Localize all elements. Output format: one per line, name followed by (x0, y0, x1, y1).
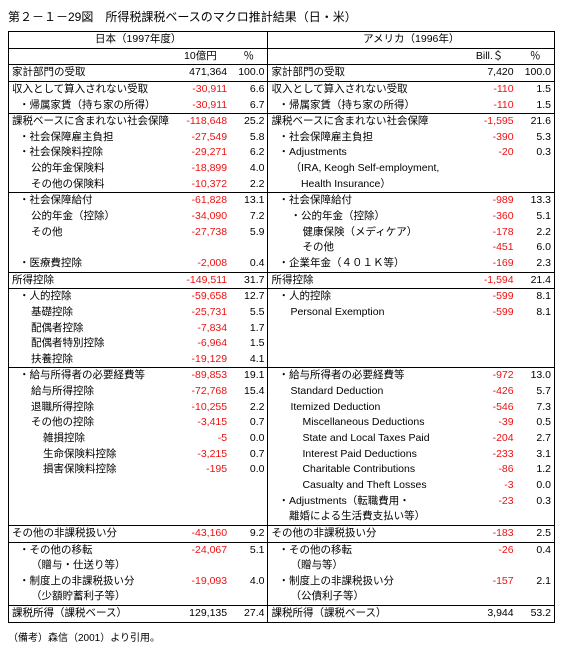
row-label: 公的年金保険料 (9, 161, 171, 177)
figure-title: 第２－１－29図 所得税課税ベースのマクロ推計結果（日・米） (8, 8, 555, 25)
row-label: その他の控除 (9, 415, 171, 431)
row-label: 配偶者特別控除 (9, 336, 171, 352)
row-label: ・帰属家賃（持ち家の所得） (9, 98, 171, 114)
unit-us-amt: Bill.＄ (463, 48, 517, 65)
row-label: 基礎控除 (9, 305, 171, 321)
hdr-jp: 日本（1997年度） (9, 32, 268, 49)
row-label: ・社会保険料控除 (9, 145, 171, 161)
row-label: その他 (9, 225, 171, 241)
row-label: （贈与・仕送り等） (9, 558, 171, 574)
row-label: その他の保険料 (9, 177, 171, 193)
row-label: ・給与所得者の必要経費等 (9, 368, 171, 384)
row-label: ・人的控除 (9, 289, 171, 305)
row-label: 家計部門の受取 (9, 65, 171, 82)
row-label: 損害保険料控除 (9, 462, 171, 478)
comparison-table: 日本（1997年度） アメリカ（1996年） 10億円 ％ Bill.＄ ％ 家… (8, 31, 555, 623)
footnote: （備考）森信（2001）より引用。 (8, 629, 555, 644)
row-label: ・その他の移転 (9, 542, 171, 558)
row-label: 給与所得控除 (9, 384, 171, 400)
row-label: 公的年金（控除） (9, 209, 171, 225)
row-label: その他の非課税扱い分 (9, 525, 171, 542)
row-label: 扶養控除 (9, 352, 171, 368)
row-label: 生命保険料控除 (9, 447, 171, 463)
row-label: 課税所得（課税ベース） (9, 606, 171, 623)
row-label: （少額貯蓄利子等） (9, 589, 171, 605)
row-label: 退職所得控除 (9, 400, 171, 416)
hdr-us: アメリカ（1996年） (268, 32, 555, 49)
row-label: 雑損控除 (9, 431, 171, 447)
unit-jp-pct: ％ (230, 48, 268, 65)
unit-us-pct: ％ (517, 48, 555, 65)
row-label: ・社会保障雇主負担 (9, 130, 171, 146)
row-label: 所得控除 (9, 272, 171, 289)
row-label: 課税ベースに含まれない社会保障 (9, 114, 171, 130)
row-label: 配偶者控除 (9, 321, 171, 337)
row-label: 収入として算入されない受取 (9, 81, 171, 97)
row-label: ・社会保障給付 (9, 193, 171, 209)
row-label: ・医療費控除 (9, 256, 171, 272)
unit-jp-amt: 10億円 (171, 48, 230, 65)
row-label: ・制度上の非課税扱い分 (9, 574, 171, 590)
